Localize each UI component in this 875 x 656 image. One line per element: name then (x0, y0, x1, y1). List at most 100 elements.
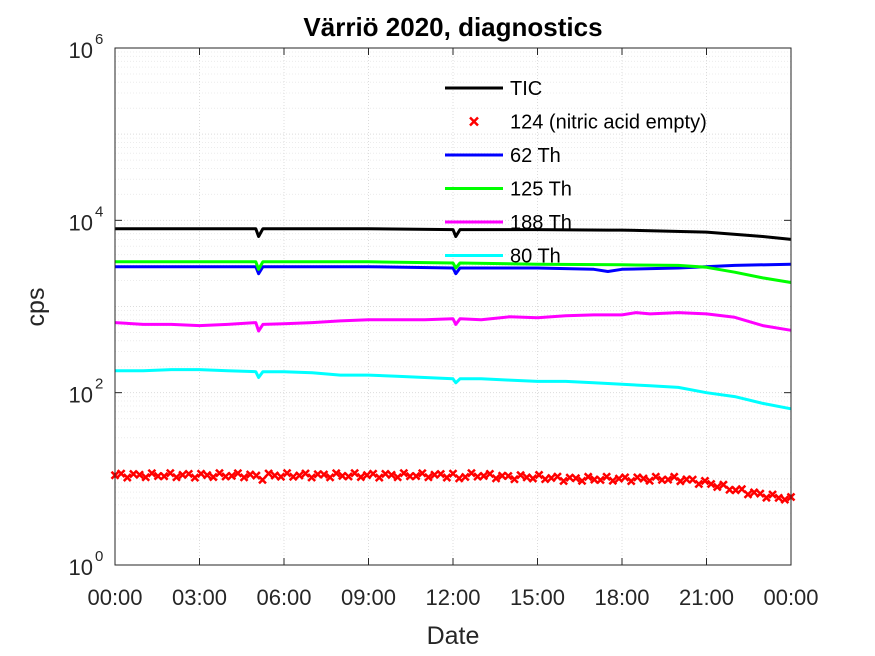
x-tick-label: 18:00 (594, 585, 649, 610)
chart-title: Värriö 2020, diagnostics (303, 12, 602, 42)
series-marker (294, 471, 304, 480)
series-marker (399, 468, 409, 478)
series-marker (202, 470, 212, 480)
series-marker (190, 473, 200, 482)
series-marker (731, 485, 741, 495)
y-tick-label: 10 (69, 383, 93, 408)
legend-label: 62 Th (510, 145, 561, 167)
series-marker (362, 470, 372, 480)
series-marker (596, 475, 605, 485)
series-marker (178, 470, 187, 480)
y-tick-label: 10 (69, 210, 93, 235)
series-marker (620, 472, 630, 482)
series-marker (516, 470, 525, 480)
series-marker (571, 473, 581, 483)
x-tick-label: 09:00 (341, 585, 396, 610)
series-marker (651, 472, 661, 482)
y-tick-exponent: 4 (95, 203, 103, 220)
y-tick-exponent: 0 (95, 548, 103, 565)
series-marker (239, 473, 249, 482)
series-line (115, 260, 792, 284)
ticks: 00:00 03:00 06:00 09:00 12:00 15:00 18:00 21:00… (69, 31, 819, 610)
legend-marker (469, 116, 479, 127)
series-marker (270, 471, 280, 480)
series-marker (159, 471, 169, 481)
x-tick-label: 12:00 (425, 585, 480, 610)
series-marker (479, 471, 489, 481)
series-marker (233, 468, 243, 478)
series-marker (675, 476, 685, 486)
series-marker (522, 472, 532, 482)
series-marker (608, 476, 618, 486)
series-marker (368, 469, 378, 479)
series-line (115, 368, 792, 411)
series-marker (645, 476, 655, 486)
legend-label: 124 (nitric acid empty) (510, 112, 707, 134)
y-axis-label: cps (22, 288, 50, 327)
series-marker (215, 468, 224, 478)
series-marker (436, 469, 446, 479)
x-tick-label: 06:00 (256, 585, 311, 610)
series-marker (743, 489, 753, 499)
series-marker (251, 471, 261, 480)
series-marker (688, 475, 698, 485)
series-markers (110, 468, 796, 505)
series-marker (749, 487, 759, 497)
series-marker (663, 475, 673, 484)
series-marker (706, 479, 716, 489)
series-marker (768, 490, 777, 499)
legend-label: 80 Th (510, 246, 561, 268)
x-tick-label: 15:00 (510, 585, 565, 610)
series-marker (417, 468, 427, 478)
x-tick-label: 21:00 (679, 585, 734, 610)
series-line (114, 311, 792, 333)
series-marker (534, 470, 544, 480)
series-line (115, 227, 792, 241)
series-marker (301, 469, 310, 478)
series-marker (350, 468, 360, 478)
series-marker (712, 482, 722, 492)
series-marker (381, 469, 390, 479)
series-marker (460, 472, 470, 482)
series-marker (258, 475, 267, 485)
series-marker (454, 473, 464, 483)
y-tick-label: 10 (69, 38, 93, 63)
series-marker (424, 472, 433, 482)
series-marker (614, 474, 624, 483)
y-tick-label: 10 (69, 555, 93, 580)
series-marker (559, 476, 569, 486)
series-marker (196, 469, 206, 479)
x-axis-label: Date (427, 622, 480, 650)
legend: TIC 124 (nitric acid empty) 62 Th 125 Th 188… (445, 78, 707, 268)
series-marker (503, 471, 513, 481)
series-marker (276, 472, 286, 482)
series-marker (147, 468, 157, 478)
series-marker (632, 472, 642, 482)
series-layer (110, 227, 796, 505)
series-marker (208, 472, 218, 482)
series-marker (774, 493, 784, 503)
series-marker (755, 489, 765, 498)
series-marker (227, 471, 237, 481)
series-marker (264, 469, 274, 478)
series-marker (510, 474, 519, 484)
series-marker (165, 468, 175, 478)
series-marker (282, 468, 292, 478)
y-tick-exponent: 6 (95, 31, 103, 48)
series-marker (325, 473, 335, 482)
series-marker (626, 476, 636, 486)
series-marker (528, 474, 538, 483)
series-marker (442, 473, 452, 482)
legend-label: 188 Th (510, 212, 572, 234)
series-marker (639, 474, 648, 483)
series-marker (122, 473, 132, 482)
series-marker (467, 468, 476, 478)
x-tick-label: 03:00 (172, 585, 227, 610)
series-marker (780, 495, 790, 505)
series-marker (288, 472, 298, 482)
series-marker (694, 479, 704, 489)
series-marker (577, 476, 587, 486)
series-marker (762, 493, 771, 503)
x-tick-label: 00:00 (87, 585, 142, 610)
series-marker (245, 470, 255, 479)
